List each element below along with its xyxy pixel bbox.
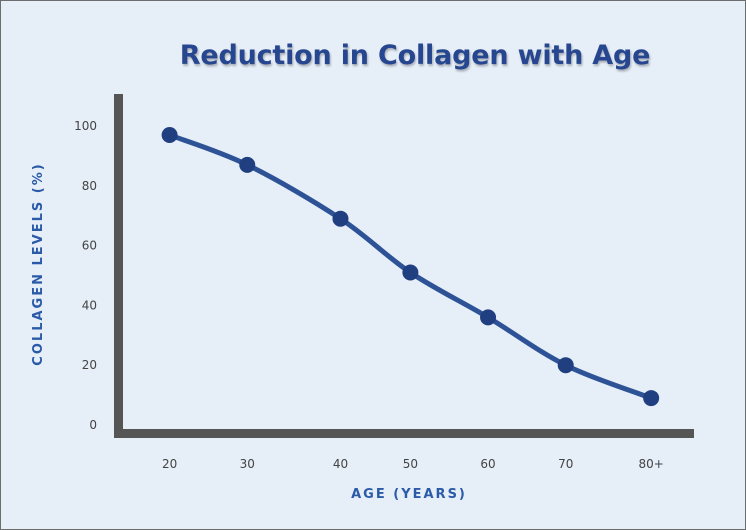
- y-tick-labels: 0 20 40 60 80 100: [74, 119, 97, 432]
- y-axis: [114, 94, 123, 438]
- x-tick-label: 80+: [639, 457, 664, 471]
- y-tick-label: 0: [89, 418, 97, 432]
- data-point: [402, 264, 419, 281]
- data-markers: [161, 126, 660, 407]
- data-point: [161, 126, 178, 143]
- x-tick-label: 50: [403, 457, 418, 471]
- x-tick-label: 20: [162, 457, 177, 471]
- data-point: [332, 210, 349, 227]
- y-tick-label: 100: [74, 119, 97, 133]
- data-point: [480, 309, 497, 326]
- x-tick-label: 70: [558, 457, 573, 471]
- x-tick-label: 40: [333, 457, 348, 471]
- chart-title: Reduction in Collagen with Age: [179, 40, 651, 71]
- x-tick-label: 60: [480, 457, 495, 471]
- data-point: [557, 357, 574, 374]
- y-tick-label: 80: [82, 179, 97, 193]
- y-tick-label: 60: [82, 239, 97, 253]
- data-point: [643, 390, 660, 407]
- x-axis: [114, 429, 694, 438]
- y-axis-title: COLLAGEN LEVELS (%): [31, 162, 46, 365]
- x-tick-label: 30: [240, 457, 255, 471]
- x-axis-title: AGE (YEARS): [351, 487, 467, 502]
- y-tick-label: 20: [82, 358, 97, 372]
- y-tick-label: 40: [82, 298, 97, 312]
- data-point: [239, 156, 256, 173]
- x-tick-labels: 20 30 40 50 60 70 80+: [162, 457, 664, 471]
